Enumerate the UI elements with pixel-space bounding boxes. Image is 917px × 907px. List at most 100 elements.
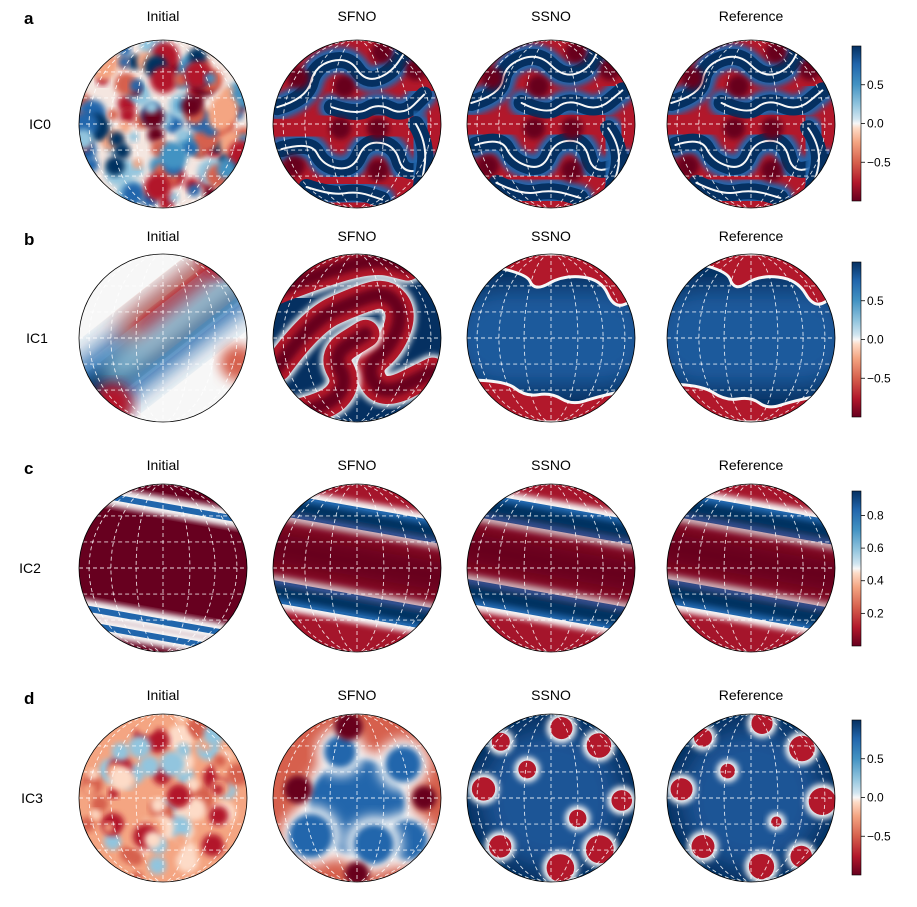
field-core (727, 75, 750, 98)
sphere-outline (666, 39, 836, 209)
field-filament-edge (474, 139, 628, 171)
sphere-outline (666, 713, 836, 883)
field-blob (135, 715, 156, 736)
longitude-gridline (723, 714, 779, 882)
colorbar (851, 719, 862, 876)
sphere-plot-sfno (273, 40, 441, 208)
field-blob (109, 765, 134, 791)
field-blob (111, 742, 130, 761)
field-blob (127, 850, 144, 866)
longitude-gridline (523, 254, 579, 422)
longitude-gridline (723, 484, 779, 652)
longitude-gridline (476, 484, 626, 652)
field-blob (808, 787, 835, 815)
field-cap (667, 254, 835, 306)
panel-letter: d (24, 689, 34, 708)
longitude-gridline (476, 714, 626, 882)
field-blob (147, 126, 165, 144)
field-core (283, 155, 305, 177)
field-blob (90, 809, 101, 820)
field-core (561, 117, 583, 140)
field-core (798, 58, 821, 81)
field-blob (471, 777, 496, 801)
longitude-gridline (135, 484, 191, 652)
longitude-gridline (498, 484, 604, 652)
field-blob (751, 714, 773, 734)
sphere-plot-reference (667, 714, 835, 882)
field-filament-edge (674, 139, 828, 171)
field-blob (748, 853, 775, 880)
colorbar-tick-label: 0.6 (867, 541, 884, 555)
longitude-gridline (698, 714, 804, 882)
longitude-gridline (698, 254, 804, 422)
sphere-plot-initial (79, 40, 247, 208)
longitude-gridline (476, 40, 626, 208)
field-blob (144, 173, 171, 201)
longitude-gridline (88, 484, 238, 652)
field-blob (353, 824, 394, 865)
field-blob (184, 61, 212, 89)
colorbar-tick-label: 0.5 (867, 294, 884, 308)
sphere-plot-ssno (467, 40, 635, 208)
field-blob (546, 854, 575, 882)
field-blob (108, 788, 119, 799)
column-title: SSNO (531, 8, 571, 24)
field-blob (174, 833, 187, 847)
sphere-outline (78, 483, 248, 653)
field-filament-edge (276, 47, 409, 109)
field-blob (181, 95, 202, 116)
field-core (481, 66, 504, 89)
longitude-gridline (282, 40, 432, 208)
field-core (565, 41, 588, 64)
longitude-gridline (523, 484, 579, 652)
field-blob (91, 795, 109, 813)
field-blob (128, 735, 151, 759)
field-filament (273, 254, 415, 299)
row-label: IC0 (29, 116, 51, 132)
colorbar (851, 45, 862, 202)
field-blob (128, 131, 139, 142)
longitude-gridline (523, 40, 579, 208)
field-blob (118, 44, 132, 57)
field-blob (220, 345, 247, 381)
longitude-gridline (88, 254, 238, 422)
field-blob (132, 158, 143, 169)
longitude-gridline (110, 40, 216, 208)
sphere-outline (272, 713, 442, 883)
panel-letter: c (24, 459, 33, 478)
longitude-gridline (110, 254, 216, 422)
colorbar-tick-label: 0.0 (867, 333, 884, 347)
longitude-gridline (282, 714, 432, 882)
field-blob (208, 805, 229, 826)
column-title: Initial (147, 8, 180, 24)
column-title: Initial (147, 228, 180, 244)
field-blob (188, 47, 207, 66)
longitude-gridline (88, 714, 238, 882)
row-label: IC2 (19, 560, 41, 576)
field-filament-edge (330, 93, 426, 113)
field-blob (159, 751, 185, 777)
field-core (598, 58, 621, 81)
colorbar-tick-label: 0.2 (867, 606, 884, 620)
panel-a: a IC0 Initial SFNO SSNO Reference 0.5 0.0 −0.5 (24, 8, 891, 209)
panel-letter: a (24, 9, 34, 28)
column-title: SSNO (531, 457, 571, 473)
colorbar-tick-label: −0.5 (867, 371, 891, 385)
panel-d: d IC3 Initial SFNO SSNO Reference 0.5 0.0 −0.5 (21, 687, 891, 883)
field-core (527, 75, 550, 98)
longitude-gridline (498, 254, 604, 422)
sphere-outline (78, 713, 248, 883)
longitude-gridline (723, 40, 779, 208)
field-blob (122, 182, 145, 206)
longitude-gridline (698, 40, 804, 208)
field-core (561, 159, 583, 182)
longitude-gridline (135, 40, 191, 208)
longitude-gridline (110, 484, 216, 652)
field-core (333, 75, 356, 98)
column-title: SSNO (531, 687, 571, 703)
row-label: IC1 (26, 330, 48, 346)
column-title: Reference (719, 228, 784, 244)
field-blob (144, 100, 159, 114)
field-core (761, 159, 783, 182)
